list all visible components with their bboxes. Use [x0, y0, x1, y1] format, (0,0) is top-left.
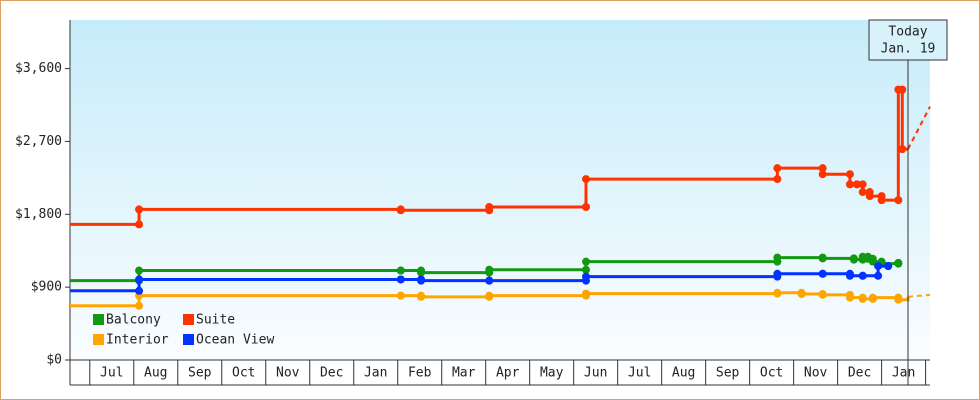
point — [884, 262, 893, 271]
y-tick-label: $900 — [31, 280, 62, 295]
projection-line — [907, 106, 931, 150]
point — [845, 271, 854, 280]
point — [582, 203, 590, 211]
point — [868, 293, 877, 302]
point — [485, 276, 494, 285]
point — [396, 206, 405, 215]
point — [773, 175, 782, 184]
x-tick-label: Dec — [848, 366, 871, 381]
x-tick-label: Oct — [760, 366, 783, 381]
point — [877, 196, 886, 205]
x-tick-label: Jul — [628, 366, 651, 381]
point — [852, 180, 861, 189]
legend-label: Balcony — [106, 313, 161, 328]
point — [135, 275, 144, 284]
legend-label: Interior — [106, 333, 169, 348]
x-tick-label: Oct — [232, 366, 255, 381]
point — [135, 286, 144, 295]
point — [894, 258, 903, 267]
point — [818, 164, 827, 173]
point — [417, 268, 426, 277]
point — [485, 265, 494, 274]
point — [485, 203, 494, 211]
x-tick-label: Feb — [408, 366, 432, 381]
point — [797, 290, 806, 299]
x-tick-label: Nov — [804, 366, 828, 381]
point — [865, 192, 874, 201]
point — [582, 175, 590, 184]
y-tick-label: $0 — [46, 353, 62, 368]
y-tick-label: $2,700 — [15, 134, 62, 149]
point — [898, 145, 907, 154]
plot-area — [70, 20, 930, 360]
x-tick-label: Jul — [100, 366, 123, 381]
legend-swatch — [93, 334, 104, 345]
today-box — [868, 19, 948, 61]
point — [818, 254, 827, 263]
y-tick-label: $3,600 — [15, 61, 62, 76]
point — [874, 271, 883, 280]
x-tick-label: Nov — [276, 366, 300, 381]
point — [582, 289, 590, 298]
point — [845, 180, 854, 189]
legend-swatch — [93, 314, 104, 325]
point — [818, 170, 827, 179]
x-tick-label: Sep — [716, 366, 740, 381]
point — [582, 272, 590, 281]
point — [894, 295, 903, 304]
point — [396, 266, 405, 275]
y-tick-label: $1,800 — [15, 207, 62, 222]
point — [396, 275, 405, 284]
x-tick-label: Jan — [892, 366, 915, 381]
x-tick-label: Jan — [364, 366, 387, 381]
point — [582, 257, 590, 266]
point — [396, 291, 405, 300]
point — [582, 265, 590, 274]
point — [894, 196, 903, 205]
point — [858, 294, 867, 303]
x-tick-label: Aug — [672, 366, 695, 381]
x-tick-label: Mar — [452, 366, 476, 381]
legend-swatch — [183, 314, 194, 325]
x-tick-label: Sep — [188, 366, 212, 381]
point — [135, 205, 144, 214]
legend-swatch — [183, 334, 194, 345]
x-tick-label: Dec — [320, 366, 343, 381]
point — [773, 288, 782, 297]
point — [818, 290, 827, 299]
today-date: Jan. 19 — [881, 42, 936, 57]
legend-label: Ocean View — [196, 333, 274, 348]
x-tick-label: Apr — [496, 366, 520, 381]
point — [845, 170, 854, 179]
point — [773, 164, 782, 173]
point — [845, 293, 854, 302]
projection-line — [907, 293, 931, 298]
point — [858, 271, 867, 280]
x-tick-label: Aug — [144, 366, 167, 381]
legend-label: Suite — [196, 313, 235, 328]
point — [858, 180, 867, 189]
point — [417, 292, 426, 301]
point — [773, 253, 782, 262]
point — [417, 276, 426, 285]
x-tick-label: Jun — [584, 366, 607, 381]
point — [874, 262, 883, 271]
today-label: Today — [888, 25, 927, 40]
point — [818, 269, 827, 278]
point — [849, 255, 858, 264]
point — [135, 220, 144, 229]
point — [773, 269, 782, 278]
point — [858, 188, 867, 197]
point — [868, 257, 877, 266]
point — [135, 266, 144, 275]
point — [485, 291, 494, 300]
point — [898, 85, 907, 94]
x-tick-label: May — [540, 366, 564, 381]
point — [135, 301, 144, 310]
